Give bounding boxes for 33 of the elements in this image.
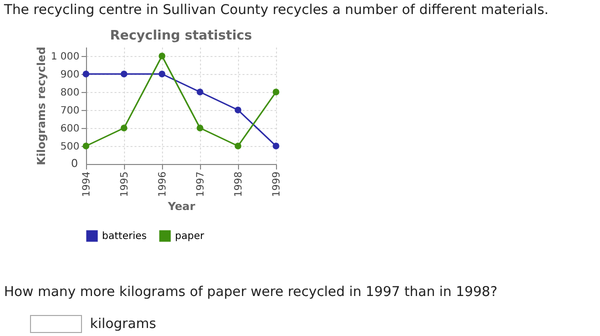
point (82, 70, 90, 78)
text: How many more kilograms of paper were recycled in 1997 than in 1998? (4, 284, 498, 300)
x-tick-label: 1996 (158, 172, 168, 197)
x-tick-label: 1995 (120, 172, 130, 197)
point (196, 124, 204, 132)
x-axis-title: Year (166, 200, 196, 213)
x-tick-label: 1994 (82, 172, 92, 197)
point (82, 142, 90, 150)
y-axis-title: Kilograms recycled (34, 46, 48, 166)
y-tick-label: 1 000 (50, 52, 80, 62)
chart-title: Recycling statistics (110, 28, 252, 44)
point (196, 88, 204, 96)
x-tick-label: 1997 (196, 172, 206, 197)
point (158, 70, 166, 78)
point (234, 142, 242, 150)
text: kilograms (90, 316, 156, 332)
legend-label: batteries (102, 231, 147, 242)
x-tick-label: 1998 (234, 172, 244, 197)
point (272, 142, 280, 150)
y-tick-label: 900 (60, 70, 80, 80)
text: The recycling centre in Sullivan County recycles a number of different materials. (4, 2, 549, 18)
y-tick-label: 700 (60, 106, 80, 116)
y-tick-label: 500 (60, 142, 80, 152)
y-tick-label: 600 (60, 124, 80, 134)
point (158, 52, 166, 60)
y-tick-label: 800 (60, 88, 80, 98)
legend-label: paper (175, 231, 205, 242)
point (120, 70, 128, 78)
text: 0 (71, 157, 78, 170)
point (120, 124, 128, 132)
point (272, 88, 280, 96)
x-tick-label: 1999 (272, 172, 282, 197)
point (234, 106, 242, 114)
